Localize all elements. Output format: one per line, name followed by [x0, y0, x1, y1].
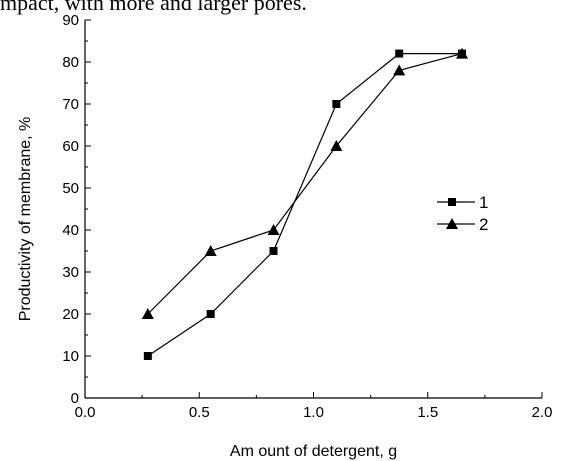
square-marker [143, 352, 152, 360]
x-axis-title: Am ount of detergent, g [230, 443, 397, 460]
series-1 [143, 49, 467, 360]
chart-legend: 12 [437, 193, 488, 234]
square-marker [448, 198, 456, 206]
square-marker [206, 310, 215, 318]
top-text-fragment: mpact, with more and larger pores. [0, 0, 307, 15]
legend-item: 1 [437, 193, 488, 212]
y-tick-label: 0 [71, 390, 79, 407]
y-axis-title: Productivity of membrane, % [17, 117, 34, 322]
legend-label: 2 [479, 215, 488, 234]
x-tick-label: 2.0 [532, 404, 553, 421]
chart-axes: 0 10 20 30 40 50 60 70 80 90 0.0 0.5 1.0 1.5 2.0 [62, 12, 552, 421]
x-tick-label: 0.5 [189, 404, 210, 421]
x-tick-label: 0.0 [75, 404, 96, 421]
square-marker [332, 100, 341, 108]
triangle-marker [141, 308, 154, 319]
y-tick-label: 10 [62, 348, 79, 365]
y-tick-label: 50 [62, 180, 79, 197]
triangle-marker [446, 218, 458, 229]
x-tick-label: 1.0 [303, 404, 324, 421]
y-tick-label: 20 [62, 306, 79, 323]
triangle-marker [204, 245, 217, 256]
y-tick-label: 60 [62, 138, 79, 155]
chart-series [141, 47, 469, 360]
triangle-marker [456, 47, 469, 59]
series-line [147, 52, 463, 357]
legend-item: 2 [437, 215, 488, 234]
series-line [147, 53, 463, 315]
y-tick-label: 70 [62, 96, 79, 113]
y-tick-label: 30 [62, 264, 79, 281]
series-2 [141, 47, 469, 319]
triangle-marker [393, 64, 406, 76]
triangle-marker [330, 140, 343, 151]
square-marker [269, 247, 278, 255]
y-tick-label: 90 [62, 12, 79, 29]
y-tick-label: 40 [62, 222, 79, 239]
x-tick-label: 1.5 [417, 404, 438, 421]
triangle-marker [267, 224, 280, 235]
y-tick-label: 80 [62, 54, 79, 71]
legend-label: 1 [479, 193, 488, 212]
square-marker [395, 49, 404, 58]
